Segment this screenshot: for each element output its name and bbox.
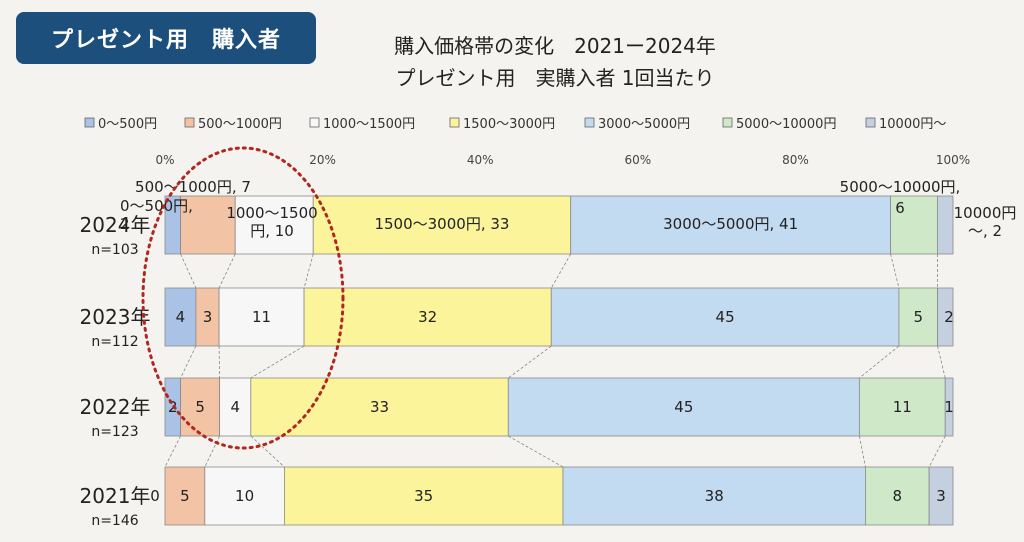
bar-segment	[507, 377, 860, 437]
row-year-label: 2023年	[80, 305, 151, 329]
connector-line	[180, 253, 197, 289]
data-label: 35	[414, 487, 433, 505]
bar-segment	[865, 466, 930, 526]
data-label: 10	[235, 487, 254, 505]
legend-swatch	[584, 117, 595, 128]
bar-segment	[219, 377, 252, 437]
bar-segment	[936, 195, 954, 255]
data-label: 4	[176, 308, 186, 326]
bar-segment	[898, 287, 938, 347]
legend-label: 0～500円	[98, 117, 157, 132]
x-tick-label: 60%	[624, 153, 651, 167]
highlight-ellipse	[141, 146, 345, 450]
connector-line	[890, 253, 900, 289]
legend-label: 1500～3000円	[463, 117, 555, 132]
connector-line	[508, 345, 552, 379]
data-label: 0	[150, 487, 160, 505]
connector-line	[550, 253, 572, 289]
data-label: 45	[674, 398, 693, 416]
data-label: 5	[180, 487, 190, 505]
chart-subtitle: プレゼント用 実購入者 1回当たり	[395, 66, 715, 90]
data-label: 500～1000円, 7	[135, 178, 251, 196]
connector-line	[937, 345, 946, 379]
bar-segment	[164, 466, 206, 526]
data-label: 10000円～, 2	[954, 204, 1017, 240]
row-n-label: n=103	[91, 242, 138, 258]
connector-line	[218, 345, 221, 379]
connector-line	[303, 253, 314, 289]
data-label: 11	[893, 398, 912, 416]
bar-segment	[944, 377, 954, 437]
bar-segment	[858, 377, 946, 437]
connector-line	[928, 435, 946, 468]
legend-swatch	[84, 117, 95, 128]
x-tick-label: 40%	[467, 153, 494, 167]
row-year-label: 2022年	[80, 395, 151, 419]
data-label: 5	[913, 308, 923, 326]
connector-line	[204, 435, 220, 468]
connector-line	[250, 435, 285, 468]
bar-segment	[928, 466, 954, 526]
row-n-label: n=123	[91, 424, 138, 440]
data-label: 1000～1500 円, 10	[226, 204, 317, 240]
legend-label: 5000～10000円	[736, 117, 836, 132]
data-label: 5000～10000円,	[840, 178, 961, 196]
legend-swatch	[865, 117, 876, 128]
connector-line	[508, 435, 564, 468]
bar-segment	[562, 466, 866, 526]
x-tick-label: 20%	[309, 153, 336, 167]
data-label: 8	[893, 487, 903, 505]
data-label: 5	[195, 398, 205, 416]
data-label: 33	[370, 398, 389, 416]
data-label: 45	[716, 308, 735, 326]
row-n-label: n=112	[91, 334, 138, 350]
legend-swatch	[449, 117, 460, 128]
data-label: 2	[944, 308, 954, 326]
legend-label: 10000円～	[879, 117, 946, 132]
legend-label: 1000～1500円	[323, 117, 415, 132]
connector-line	[858, 435, 866, 468]
data-label: 4	[230, 398, 240, 416]
legend-label: 500～1000円	[198, 117, 282, 132]
row-year-label: 2024年	[80, 213, 151, 237]
bar-segment	[234, 195, 314, 255]
x-tick-label: 80%	[782, 153, 809, 167]
data-label: 11	[252, 308, 271, 326]
legend-label: 3000～5000円	[598, 117, 690, 132]
connector-line	[180, 345, 197, 379]
data-label: 0～500円, 2	[120, 197, 193, 233]
data-label: 1500～3000円, 33	[374, 215, 509, 233]
row-year-label: 2021年	[80, 484, 151, 508]
segment-badge: プレゼント用 購入者	[16, 12, 316, 64]
x-tick-label: 100%	[936, 153, 970, 167]
connector-line	[250, 345, 305, 379]
data-label: 3	[936, 487, 946, 505]
bar-segment	[204, 466, 285, 526]
data-label: 32	[418, 308, 437, 326]
bar-segment	[937, 287, 954, 347]
x-tick-label: 0%	[155, 153, 174, 167]
data-label: 1	[944, 398, 954, 416]
row-n-label: n=146	[91, 513, 138, 529]
bar-segment	[570, 195, 891, 255]
bar-segment	[550, 287, 900, 347]
connector-line	[164, 435, 181, 468]
data-label: 3000～5000円, 41	[663, 215, 798, 233]
chart-title: 購入価格帯の変化 2021ー2024年	[394, 34, 716, 58]
bar-segment	[218, 287, 305, 347]
connector-line	[218, 253, 236, 289]
connector-line	[859, 345, 900, 379]
data-label: 38	[705, 487, 724, 505]
data-label: 3	[203, 308, 213, 326]
bar-segment	[180, 195, 236, 255]
bar-segment	[303, 287, 552, 347]
bar-segment	[283, 466, 564, 526]
data-label: 6	[895, 199, 905, 217]
legend-swatch	[309, 117, 320, 128]
bar-segment	[180, 377, 221, 437]
bar-segment	[312, 195, 572, 255]
legend-swatch	[722, 117, 733, 128]
legend-swatch	[184, 117, 195, 128]
